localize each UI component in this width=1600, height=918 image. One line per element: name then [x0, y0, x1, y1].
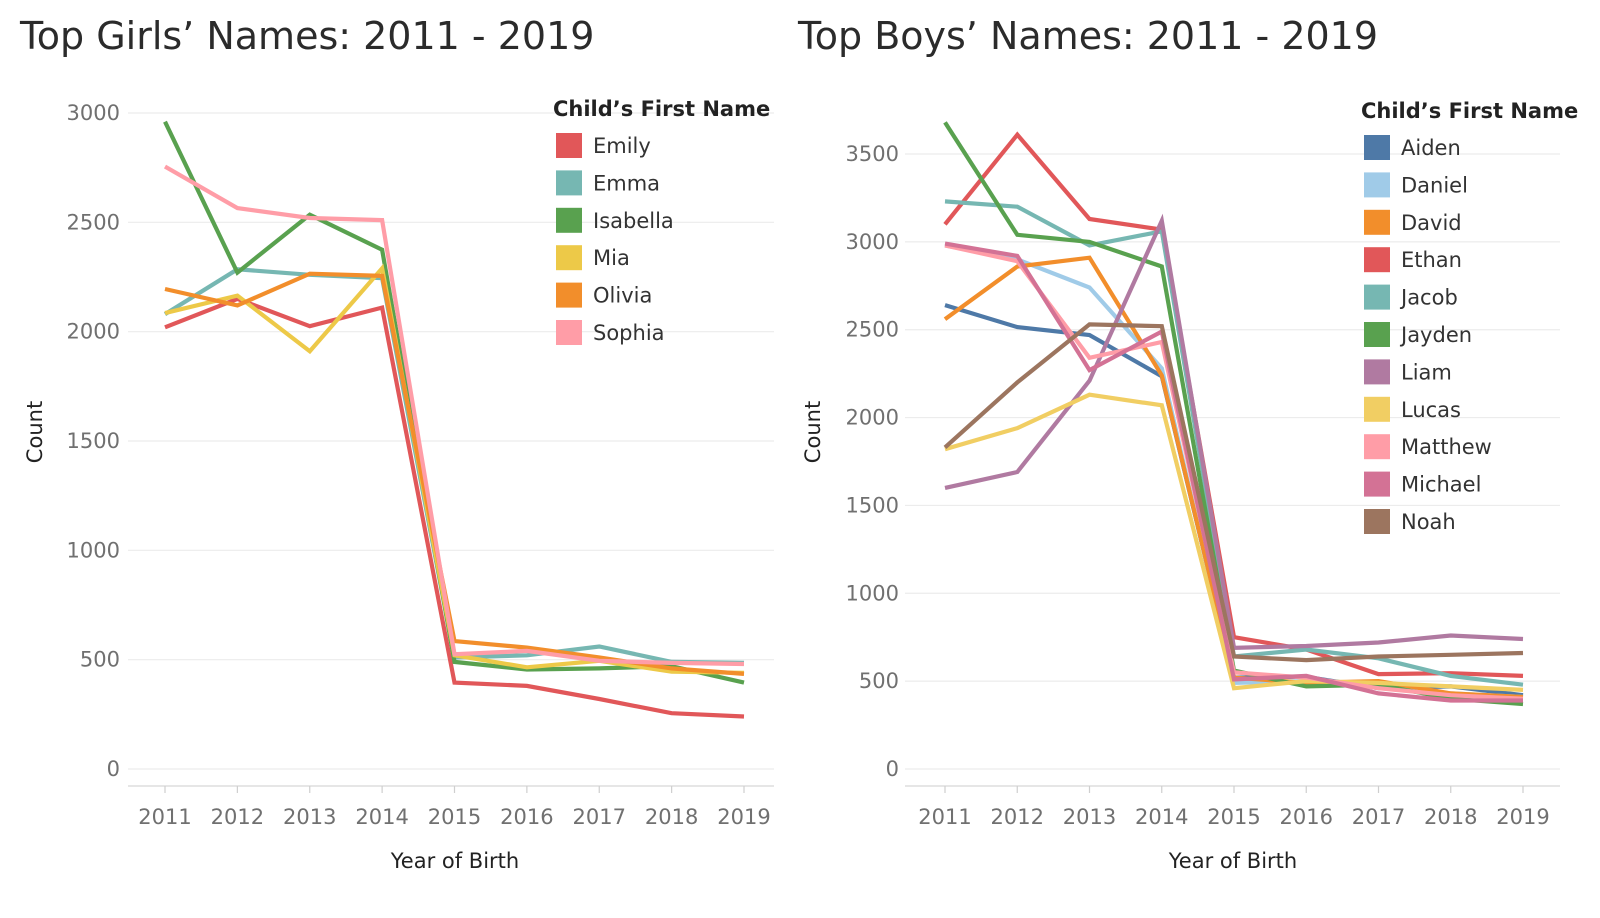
x-tick-label: 2015 — [1207, 805, 1260, 829]
legend-swatch-mia — [556, 245, 582, 271]
legend-swatch-daniel — [1364, 172, 1390, 198]
legend-swatch-michael — [1364, 471, 1390, 497]
series-line-olivia — [164, 271, 745, 676]
legend-swatch-ethan — [1364, 247, 1390, 273]
x-tick-label: 2012 — [211, 805, 264, 829]
y-tick-label: 3000 — [67, 101, 120, 125]
y-tick-label: 0 — [886, 757, 899, 781]
y-tick-label: 3000 — [846, 230, 899, 254]
y-tick-label: 0 — [107, 757, 120, 781]
legend-swatch-sophia — [556, 320, 582, 345]
x-axis: 2011 2012 2013 2014 2015 2016 2017 2018 2019 — [905, 785, 1560, 829]
legend-label-sophia: Sophia — [593, 321, 665, 345]
y-tick-label: 2000 — [846, 406, 899, 430]
y-tick-label: 2500 — [67, 210, 120, 234]
legend-swatch-isabella — [556, 207, 582, 233]
boys-chart-panel: Top Boys’ Names: 2011 - 2019 0 500 1000 150… — [790, 0, 1600, 918]
legend-swatch-olivia — [556, 282, 582, 308]
y-tick-label: 500 — [859, 669, 899, 693]
y-tick-label: 3500 — [846, 142, 899, 166]
y-tick-label: 1000 — [846, 581, 899, 605]
y-tick-labels: 0 500 1000 1500 2000 2500 3000 3500 — [846, 142, 899, 781]
chart-title: Top Boys’ Names: 2011 - 2019 — [798, 14, 1379, 58]
series-lines — [163, 120, 745, 719]
series-line-lucas — [944, 392, 1524, 692]
legend-swatch-noah — [1364, 509, 1390, 534]
series-line-emily — [164, 296, 745, 719]
girls-line-chart: 0 500 1000 1500 2000 2500 3000 2011 2012 2013 2014… — [23, 97, 774, 873]
legend-label-olivia: Olivia — [593, 284, 652, 308]
legend: Child’s First Name Aiden Daniel David Ethan J… — [1361, 99, 1578, 534]
series-line-sophia — [163, 164, 745, 667]
legend-swatch-david — [1364, 209, 1390, 235]
legend-swatch-matthew — [1364, 434, 1390, 460]
legend-label-liam: Liam — [1401, 360, 1452, 384]
y-tick-label: 2500 — [846, 318, 899, 342]
x-tick-label: 2014 — [355, 805, 408, 829]
legend: Child’s First Name Emily Emma Isabella Mia Ol… — [553, 97, 770, 345]
legend-label-emily: Emily — [593, 134, 651, 158]
legend-label-emma: Emma — [593, 171, 660, 195]
series-lines — [943, 121, 1524, 707]
legend-swatch-liam — [1364, 359, 1390, 385]
x-tick-label: 2011 — [918, 805, 971, 829]
legend-label-aiden: Aiden — [1401, 136, 1461, 160]
legend-title: Child’s First Name — [1361, 99, 1578, 123]
legend-swatch-jayden — [1364, 322, 1390, 347]
x-tick-label: 2013 — [1063, 805, 1116, 829]
girls-chart-panel: Top Girls’ Names: 2011 - 2019 0 500 1000 15… — [0, 0, 790, 918]
legend-swatch-lucas — [1364, 396, 1390, 422]
y-tick-label: 1500 — [67, 429, 120, 453]
boys-line-chart: 0 500 1000 1500 2000 2500 3000 3500 2011 2012 2013… — [801, 99, 1578, 873]
y-tick-label: 500 — [80, 648, 120, 672]
legend-label-jayden: Jayden — [1399, 323, 1472, 347]
chart-title: Top Girls’ Names: 2011 - 2019 — [20, 14, 595, 58]
y-axis-title: Count — [801, 401, 825, 463]
x-tick-label: 2011 — [138, 805, 191, 829]
legend-swatch-aiden — [1364, 135, 1390, 160]
legend-title: Child’s First Name — [553, 97, 770, 121]
x-axis-title: Year of Birth — [390, 849, 519, 873]
x-tick-label: 2019 — [717, 805, 770, 829]
y-tick-label: 1000 — [67, 538, 120, 562]
y-tick-label: 2000 — [67, 320, 120, 344]
legend-label-isabella: Isabella — [593, 209, 674, 233]
legend-label-noah: Noah — [1401, 510, 1456, 534]
series-line-michael — [944, 241, 1523, 703]
legend-label-michael: Michael — [1401, 473, 1481, 497]
legend-label-daniel: Daniel — [1401, 173, 1468, 197]
legend-label-david: David — [1401, 211, 1462, 235]
series-line-noah — [943, 322, 1524, 663]
x-tick-label: 2018 — [1424, 805, 1477, 829]
x-axis: 2011 2012 2013 2014 2015 2016 2017 2018 2019 — [128, 785, 774, 829]
series-line-isabella — [163, 120, 745, 685]
x-tick-label: 2017 — [573, 805, 626, 829]
x-tick-label: 2017 — [1352, 805, 1405, 829]
x-tick-label: 2013 — [283, 805, 336, 829]
legend-label-ethan: Ethan — [1401, 248, 1462, 272]
legend-label-matthew: Matthew — [1401, 435, 1492, 459]
legend-label-jacob: Jacob — [1399, 286, 1458, 310]
y-tick-labels: 0 500 1000 1500 2000 2500 3000 — [67, 101, 120, 781]
x-tick-label: 2015 — [428, 805, 481, 829]
x-tick-label: 2016 — [1280, 805, 1333, 829]
x-tick-label: 2019 — [1496, 805, 1549, 829]
y-axis-title: Count — [23, 401, 47, 463]
legend-swatch-emma — [556, 170, 582, 196]
x-tick-label: 2012 — [991, 805, 1044, 829]
legend-swatch-emily — [556, 133, 582, 158]
x-tick-label: 2014 — [1135, 805, 1188, 829]
legend-label-mia: Mia — [593, 246, 630, 270]
legend-label-lucas: Lucas — [1401, 398, 1461, 422]
x-tick-label: 2018 — [645, 805, 698, 829]
x-tick-label: 2016 — [500, 805, 553, 829]
x-axis-title: Year of Birth — [1168, 849, 1297, 873]
legend-swatch-jacob — [1364, 284, 1390, 310]
y-tick-label: 1500 — [846, 493, 899, 517]
